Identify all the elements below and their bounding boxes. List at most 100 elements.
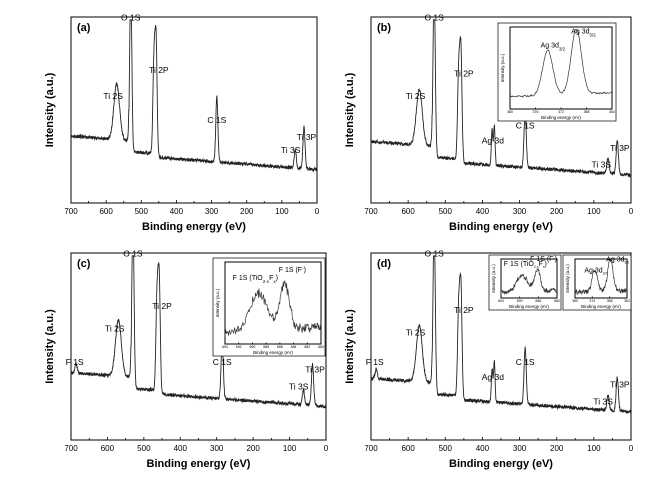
inset-y-axis-label: Intensity (a.u.) <box>491 264 496 293</box>
peak-label: Ti 2P <box>454 305 474 315</box>
x-tick-label: 0 <box>629 444 634 453</box>
inset-axes <box>500 258 558 299</box>
inset-x-tick-label: 380 <box>507 110 513 114</box>
inset-x-tick-label: 692 <box>236 345 242 349</box>
label-subscript: x <box>273 279 276 284</box>
panel-label: (b) <box>377 22 391 34</box>
peak-label: Ti 3P <box>305 365 325 375</box>
peak-label: F 1S <box>366 357 384 367</box>
inset-x-tick-label: 684 <box>291 345 297 349</box>
xps-spectrum-line <box>70 19 318 173</box>
peak-label: Ti 2S <box>406 327 426 337</box>
inset-x-tick-label: 380 <box>572 299 578 303</box>
label-main: F 1S (TiO <box>504 261 535 268</box>
label-superscript: - <box>553 256 554 260</box>
inset-frame <box>497 22 617 122</box>
inset-peak-label: Ag 3d5/2 <box>571 29 596 38</box>
label-subscript: x <box>543 265 545 269</box>
peak-label: Ti 2S <box>105 324 125 334</box>
panel-d: 700 600 500 400 300 200 100 0 Binding energy (eV… <box>344 249 634 470</box>
inset-x-tick-label: 372 <box>558 110 564 114</box>
inset-x-tick-label: 368 <box>607 299 613 303</box>
label-subscript: 2-x <box>534 265 539 269</box>
x-tick-label: 600 <box>401 207 415 216</box>
x-tick-label: 700 <box>64 444 78 453</box>
xps-spectrum-line <box>370 19 632 178</box>
label-subscript: 5/2 <box>589 32 596 37</box>
inset-chart: 694 690 686 682 Binding energy (eV) Intensity… <box>488 254 562 311</box>
x-tick-label: 600 <box>99 207 113 216</box>
inset-spectrum-line <box>224 280 321 337</box>
x-tick-label: 100 <box>587 444 601 453</box>
peak-label: Ti 3P <box>610 380 630 390</box>
x-tick-label: 500 <box>137 444 151 453</box>
inset-x-tick-label: 694 <box>498 299 504 303</box>
plot-frame <box>70 16 318 204</box>
peak-label: Ti 3S <box>281 145 301 155</box>
peak-label: Ti 2P <box>152 301 172 311</box>
label-close: ) <box>555 256 557 263</box>
label-superscript: - <box>302 265 304 270</box>
label-close: ) <box>276 275 278 282</box>
peak-label: Ti 3S <box>592 160 612 170</box>
peak-label: Ti 3P <box>297 132 317 142</box>
label-subscript: 2-x <box>263 279 270 284</box>
inset-frame <box>562 254 632 311</box>
x-tick-label: 0 <box>324 444 329 453</box>
inset-spectrum-line <box>509 29 612 98</box>
peak-label: O 1S <box>424 249 444 259</box>
inset-spectrum-line <box>574 259 628 296</box>
x-tick-label: 700 <box>364 444 378 453</box>
y-axis-label: Intensity (a.u.) <box>344 72 356 147</box>
label-main: F 1S (TiO <box>233 275 264 282</box>
peak-label: Ag 3d <box>482 135 504 145</box>
panel-c: 700 600 500 400 300 200 100 0 Binding energy (eV… <box>44 249 329 470</box>
inset-peak-label: F 1S (F-) <box>530 256 557 263</box>
inset-x-axis-label: Binding energy (eV) <box>253 350 293 355</box>
inset-x-tick-label: 690 <box>517 299 523 303</box>
inset-x-tick-label: 680 <box>318 345 324 349</box>
inset-x-tick-label: 376 <box>533 110 539 114</box>
peak-label: Ti 2S <box>103 91 123 101</box>
peak-label: O 1S <box>123 249 143 259</box>
inset-peak-label: F 1S (F-) <box>279 265 306 274</box>
y-axis-label: Intensity (a.u.) <box>44 309 56 384</box>
x-tick-label: 0 <box>315 207 320 216</box>
inset-peak-label: F 1S (TiO2-xFx) <box>504 261 547 269</box>
inset-y-axis-label: Intensity (a.u.) <box>500 53 505 82</box>
label-close: ) <box>304 267 306 274</box>
inset-x-tick-label: 368 <box>584 110 590 114</box>
x-tick-label: 500 <box>439 444 453 453</box>
inset-x-tick-label: 694 <box>222 345 228 349</box>
panel-label: (a) <box>77 22 91 34</box>
x-axis-label: Binding energy (eV) <box>147 458 251 470</box>
inset-x-tick-label: 374 <box>589 299 595 303</box>
inset-peak-label: Ag 3d3/2 <box>584 267 607 275</box>
inset-chart: 694 692 690 688 686 684 682 680 Binding energy (… <box>212 257 326 357</box>
label-main: Ag 3d <box>571 29 589 36</box>
peak-label: Ti 2P <box>454 69 474 79</box>
peak-label: Ti 3S <box>289 382 309 392</box>
label-main: Ag 3d <box>541 43 559 50</box>
x-axis-label: Binding energy (eV) <box>142 221 246 233</box>
inset-axes <box>574 258 628 299</box>
x-tick-label: 200 <box>246 444 260 453</box>
peak-label: Ti 2S <box>406 91 426 101</box>
inset-x-tick-label: 688 <box>263 345 269 349</box>
inset-x-tick-label: 362 <box>624 299 630 303</box>
x-tick-label: 100 <box>587 207 601 216</box>
label-main-extra: F <box>269 275 273 282</box>
y-axis-label: Intensity (a.u.) <box>344 309 356 384</box>
inset-peak-label: Ag 3d5/2 <box>606 256 629 264</box>
peak-label: C 1S <box>516 121 535 131</box>
inset-y-axis-label: Intensity (a.u.) <box>215 288 220 317</box>
peak-label: C 1S <box>516 357 535 367</box>
x-tick-label: 600 <box>101 444 115 453</box>
inset-x-tick-label: 690 <box>250 345 256 349</box>
inset-x-tick-label: 682 <box>554 299 560 303</box>
inset-x-tick-label: 686 <box>535 299 541 303</box>
xps-spectrum-line <box>70 255 327 409</box>
peak-label: C 1S <box>213 357 232 367</box>
x-axis-label: Binding energy (eV) <box>449 221 553 233</box>
